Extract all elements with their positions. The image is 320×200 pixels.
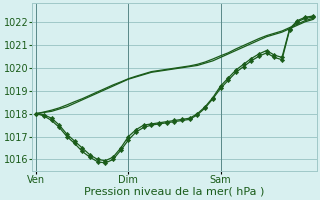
X-axis label: Pression niveau de la mer( hPa ): Pression niveau de la mer( hPa ): [84, 187, 265, 197]
